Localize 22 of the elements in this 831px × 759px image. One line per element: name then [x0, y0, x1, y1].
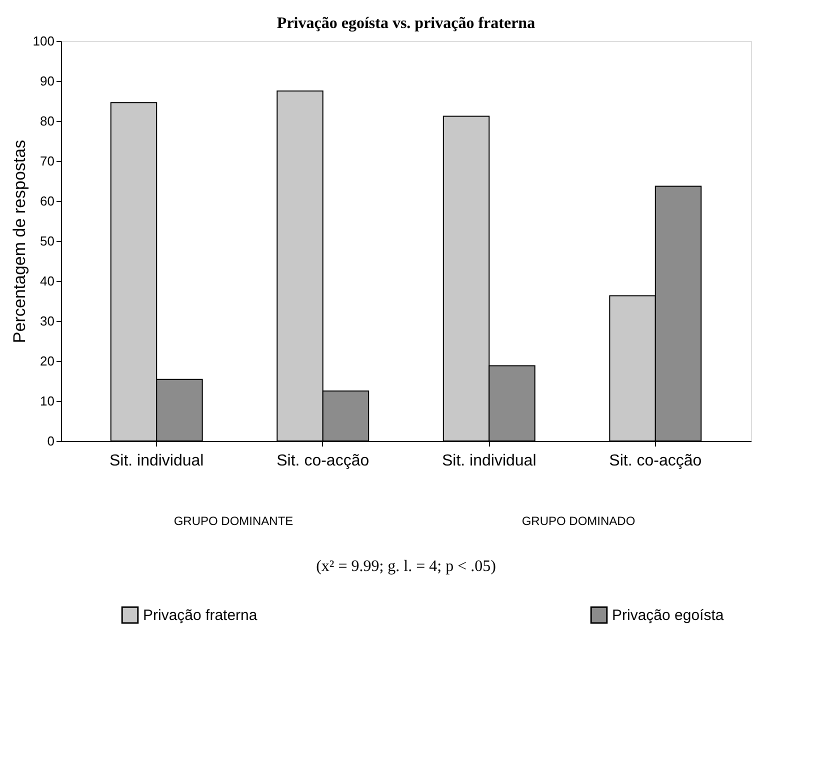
y-tick-label: 90 [40, 74, 54, 88]
text: GRUPO DOMINANTE [174, 514, 294, 528]
y-tick-label: 70 [40, 154, 54, 168]
y-tick-label: 60 [40, 194, 54, 208]
y-tick-label: 40 [40, 274, 54, 288]
y-axis-title: Percentagem de respostas [10, 140, 29, 344]
x-tick-label: Sit. co-acção [276, 452, 370, 470]
text: (x² = 9.99; g. l. = 4; p < .05) [316, 558, 496, 575]
legend-label: Privação fraterna [143, 607, 258, 624]
y-tick-label: 80 [40, 114, 54, 128]
y-tick-label: 50 [40, 234, 54, 248]
y-tick-label: 100 [32, 34, 54, 48]
y-tick-label: 30 [40, 314, 54, 328]
x-tick-label: Sit. individual [442, 452, 536, 470]
text: GRUPO DOMINADO [522, 514, 636, 528]
x-tick-label: Sit. individual [109, 452, 204, 470]
y-tick-label: 20 [40, 354, 54, 368]
legend-label: Privação egoísta [612, 607, 724, 624]
chart-title: Privação egoísta vs. privação fraterna [276, 15, 536, 32]
y-tick-label: 10 [40, 394, 54, 408]
x-tick-label: Sit. co-acção [609, 452, 702, 470]
y-tick-label: 0 [47, 434, 54, 448]
